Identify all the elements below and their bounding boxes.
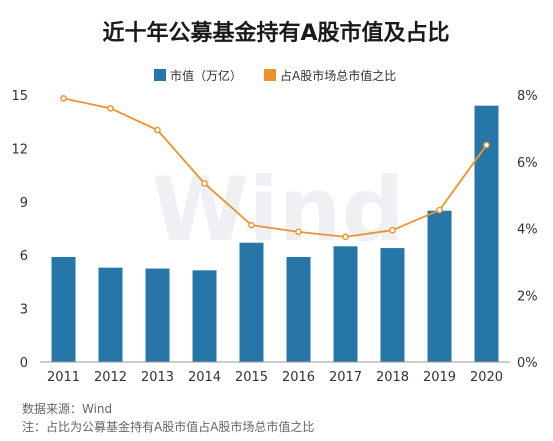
bar-2020 [474,105,499,363]
y-left-tick-6: 6 [20,249,28,264]
y-right-tick-8%: 8% [517,89,538,104]
bar-2013 [145,268,170,362]
ratio-point-2017 [342,233,349,241]
x-tick-2018: 2018 [376,370,409,385]
ratio-point-2014 [201,180,208,187]
y-left-tick-9: 9 [20,196,28,211]
ratio-point-2018 [389,226,396,234]
legend-bar-swatch [154,69,166,81]
ratio-point-2015 [248,221,255,229]
y-right-tick-0%: 0% [517,356,538,371]
x-tick-2011: 2011 [47,370,80,385]
bar-2017 [333,246,358,362]
bar-2019 [427,210,452,362]
axes: 2011 2012 2013 2014 2015 2016 2017 2018 2019 2020… [11,89,537,385]
ratio-point-2016 [295,228,302,236]
y-left-tick-12: 12 [11,142,28,157]
footnote: 注：占比为公募基金持有A股市值占A股市场总市值之比 [22,419,314,434]
bar-2016 [286,256,311,362]
y-left-tick-0: 0 [20,356,28,371]
ratio-point-2012 [107,105,114,112]
bar-2018 [380,248,405,362]
legend-line-swatch [264,69,276,81]
bar-2012 [98,267,123,362]
bar-2015 [239,242,264,362]
y-left-tick-3: 3 [20,303,28,318]
x-tick-2015: 2015 [235,370,268,385]
legend-bar-label: 市值（万亿） [170,68,242,83]
x-tick-2019: 2019 [423,370,456,385]
ratio-point-2020 [483,141,490,149]
ratio-point-2011 [60,95,67,102]
chart-title: 近十年公募基金持有A股市值及占比 [102,20,449,46]
x-tick-2014: 2014 [188,370,221,385]
watermark: Wind [152,158,405,261]
x-tick-2013: 2013 [141,370,174,385]
y-right-tick-6%: 6% [517,156,538,171]
ratio-point-2013 [154,126,161,134]
chart-legend: 市值（万亿） 占A股市场总市值之比 [154,68,396,83]
y-right-tick-4%: 4% [517,223,538,238]
legend-line-label: 占A股市场总市值之比 [280,68,396,83]
bar-2011 [51,256,76,362]
ratio-point-2019 [436,206,443,214]
ratio-line [63,97,488,238]
bar-2014 [192,270,217,362]
x-tick-2016: 2016 [282,370,315,385]
x-tick-2017: 2017 [329,370,362,385]
plot-area [51,95,499,363]
x-tick-2020: 2020 [470,370,503,385]
source-note: 数据来源：Wind [22,401,112,416]
y-right-tick-2%: 2% [517,289,538,304]
y-left-tick-15: 15 [11,89,28,104]
x-tick-2012: 2012 [94,370,127,385]
